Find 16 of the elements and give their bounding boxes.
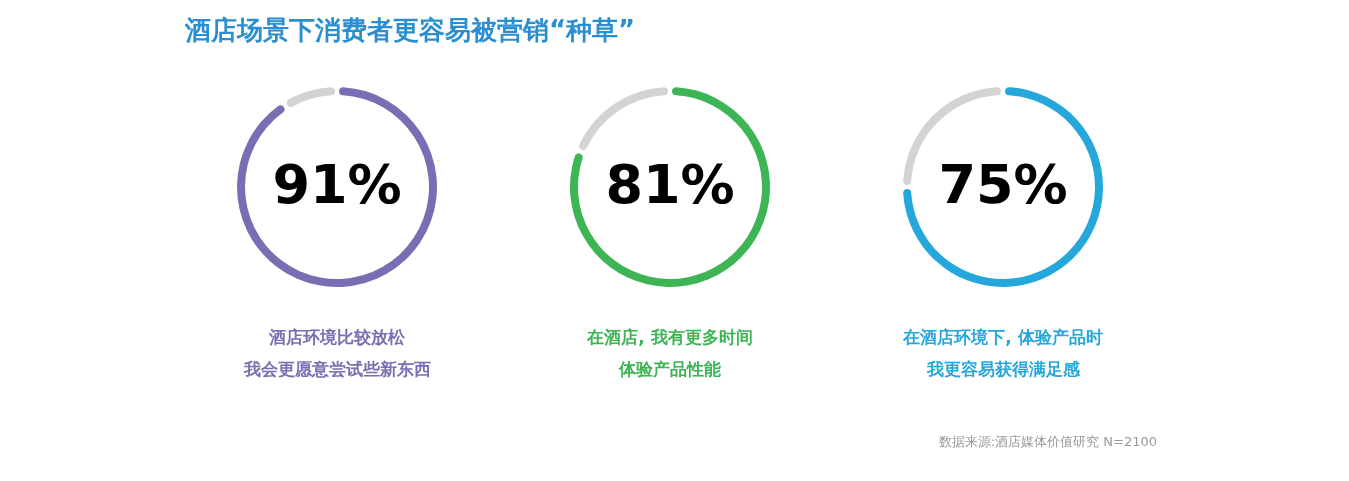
text: 我会更愿意尝试些新东西 <box>242 359 431 379</box>
donut-slice <box>579 87 668 151</box>
source-note: 数据来源:酒店媒体价值研究 N=2100 <box>938 434 1157 449</box>
text: 体验产品性能 <box>618 359 721 379</box>
text: 在酒店, 我有更多时间 <box>586 327 753 347</box>
data-label: 91% <box>272 153 402 216</box>
donut-slice <box>286 87 335 107</box>
text: 酒店环境比较放松 <box>268 327 406 347</box>
data-label: 75% <box>938 153 1068 216</box>
chart-title: 酒店场景下消费者更容易被营销“种草” <box>184 15 636 45</box>
text: 在酒店环境下, 体验产品时 <box>902 327 1103 347</box>
donut-slice <box>903 87 1103 287</box>
data-label: 81% <box>605 153 735 216</box>
donut-slice <box>570 87 770 287</box>
donut-slice <box>237 87 437 287</box>
text: 我更容易获得满足感 <box>925 359 1081 379</box>
